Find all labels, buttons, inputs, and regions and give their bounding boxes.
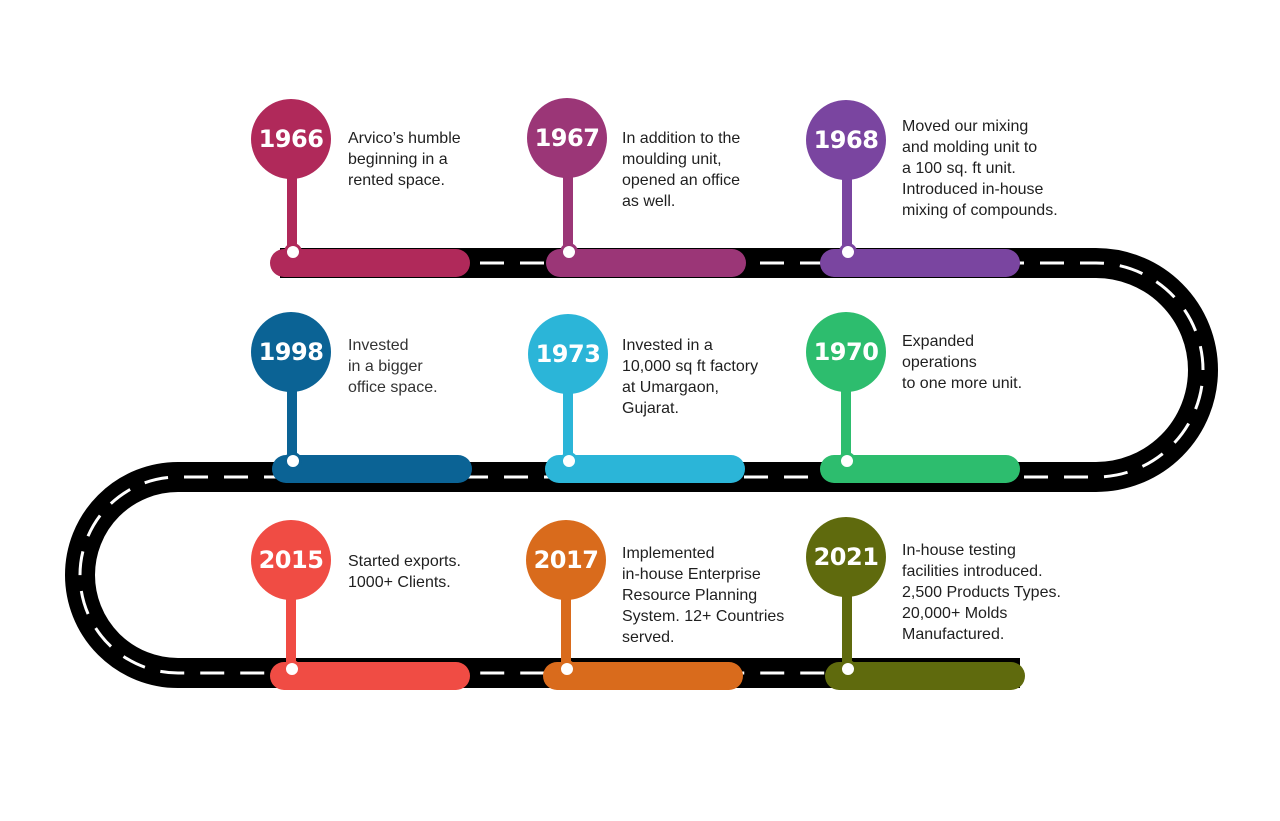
segment-1968: [820, 249, 1020, 277]
segment-2015: [270, 662, 470, 690]
segment-1998: [272, 455, 472, 483]
segment-1973: [545, 455, 745, 483]
segment-1967: [546, 249, 746, 277]
segment-1970: [820, 455, 1020, 483]
segment-2021: [825, 662, 1025, 690]
segment-2017: [543, 662, 743, 690]
segment-1966: [270, 249, 470, 277]
colored-road-segments: [270, 249, 1025, 690]
road-lane-markings: [78, 261, 1205, 675]
